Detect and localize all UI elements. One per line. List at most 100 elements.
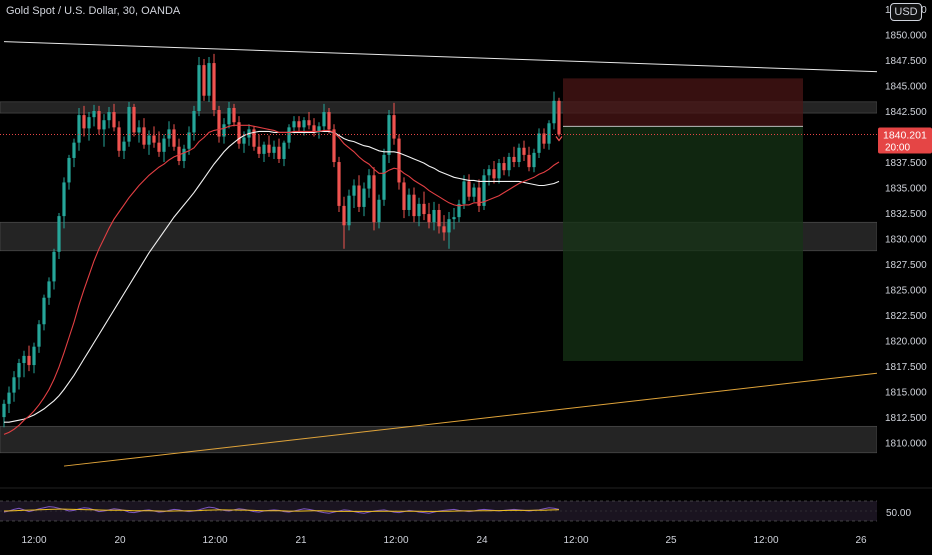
candle-body: [232, 107, 236, 123]
candle-body: [337, 162, 341, 206]
candle-body: [87, 117, 91, 129]
candle-body: [372, 175, 376, 223]
candle-body: [507, 156, 511, 171]
candle-body: [157, 142, 161, 152]
candle-body: [397, 138, 401, 183]
candle-body: [187, 132, 191, 149]
candle-body: [47, 281, 51, 298]
candle-body: [292, 121, 296, 128]
candle-body: [117, 127, 121, 151]
candle-body: [122, 141, 126, 151]
candle-body: [327, 112, 331, 130]
candle-body: [497, 163, 501, 179]
candle-body: [12, 377, 16, 393]
time-axis[interactable]: 12:00 20 12:00 21 12:00 24 12:00 25 12:00 26: [21, 535, 867, 546]
candle-body: [332, 129, 336, 163]
last-price-value: 1840.201: [883, 129, 927, 141]
price-tick-label: 1837.500: [885, 158, 927, 169]
candle-body: [407, 194, 411, 210]
time-tick-label: 12:00: [202, 535, 227, 546]
candle-body: [237, 122, 241, 144]
candle-body: [307, 120, 311, 126]
price-tick-label: 1830.000: [885, 235, 927, 246]
candle-body: [62, 182, 66, 217]
sell-arrow-icon: [555, 136, 563, 142]
price-tick-label: 1822.500: [885, 311, 927, 322]
time-tick-label: 12:00: [383, 535, 408, 546]
candle-body: [257, 146, 261, 154]
lower-trendline[interactable]: [63, 361, 932, 467]
candle-body: [342, 205, 346, 226]
currency-button[interactable]: USD: [890, 3, 922, 21]
candle-body: [552, 100, 556, 124]
candle-body: [482, 175, 486, 206]
candle-body: [387, 115, 391, 155]
rsi-pane[interactable]: 50.00: [0, 487, 932, 522]
stop-loss-zone: [563, 78, 803, 127]
candle-body: [242, 137, 246, 144]
candle-body: [22, 355, 26, 364]
candle-body: [132, 106, 136, 133]
candle-body: [517, 147, 521, 163]
candle-body: [67, 157, 71, 183]
candle-body: [277, 146, 281, 159]
candle-body: [542, 133, 546, 144]
candle-body: [412, 194, 416, 217]
candle-body: [297, 121, 301, 128]
price-tick-label: 1850.000: [885, 31, 927, 42]
candle-body: [287, 127, 291, 143]
candle-body: [227, 107, 231, 125]
time-tick-label: 26: [855, 535, 867, 546]
candle-body: [417, 203, 421, 217]
price-axis-bg: [877, 0, 932, 550]
rsi-value-label: 50.00: [886, 508, 911, 519]
candle-body: [182, 148, 186, 162]
trendlines[interactable]: [3, 41, 932, 467]
time-tick-label: 25: [665, 535, 677, 546]
candle-body: [27, 355, 31, 366]
candle-body: [502, 163, 506, 171]
price-tick-label: 1842.500: [885, 107, 927, 118]
candle-body: [557, 100, 561, 135]
upper-trendline[interactable]: [3, 41, 932, 76]
candle-body: [437, 209, 441, 227]
candle-body: [82, 115, 86, 129]
candle-body: [17, 363, 21, 378]
candle-body: [312, 125, 316, 132]
candle-body: [52, 251, 56, 282]
candle-body: [472, 187, 476, 197]
price-tick-label: 1832.500: [885, 209, 927, 220]
time-tick-label: 21: [295, 535, 307, 546]
sr-zone: [0, 425, 878, 454]
candle-body: [402, 182, 406, 210]
symbol-title: Gold Spot / U.S. Dollar, 30, OANDA: [6, 5, 181, 17]
candle-body: [172, 129, 176, 147]
candle-body: [547, 123, 551, 144]
candle-body: [262, 144, 266, 154]
candle-body: [467, 181, 471, 197]
candle-body: [72, 142, 76, 158]
last-price-line: [0, 133, 877, 142]
candle-body: [7, 392, 11, 404]
candle-body: [447, 219, 451, 233]
candle-body: [137, 127, 141, 133]
candle-body: [432, 209, 436, 223]
moving-averages: [3, 124, 560, 435]
candle-body: [357, 185, 361, 207]
time-tick-label: 24: [476, 535, 488, 546]
last-price-tag: [878, 127, 932, 154]
short-position-tool[interactable]: [563, 78, 803, 361]
candle-body: [217, 110, 221, 137]
candle-body: [282, 142, 286, 159]
candle-body: [522, 147, 526, 155]
price-axis[interactable]: 1852.5001850.0001847.5001845.0001842.500…: [877, 0, 932, 550]
price-tick-label: 1815.000: [885, 388, 927, 399]
candle-body: [97, 111, 101, 130]
candle-body: [147, 135, 151, 145]
candle-body: [532, 152, 536, 168]
candle-body: [452, 217, 456, 220]
time-tick-label: 12:00: [21, 535, 46, 546]
fast-moving-average: [3, 124, 560, 435]
